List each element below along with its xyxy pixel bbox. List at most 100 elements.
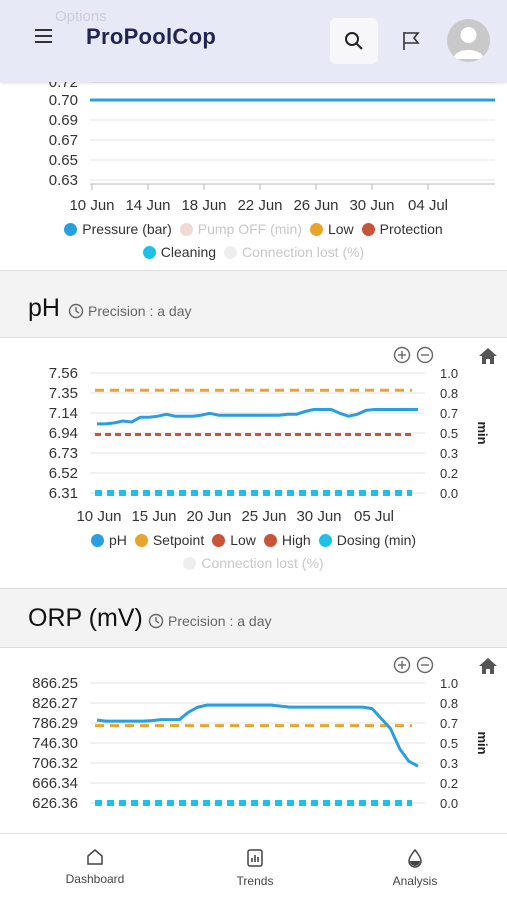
legend-dot [318, 534, 332, 547]
orp-precision: Precision : a day [148, 613, 272, 629]
orp-card: 866.25 1.0 826.27 0.8 786.29 0.7 746.30 0.5 706.… [0, 647, 507, 849]
reset-zoom-home-icon[interactable] [478, 347, 498, 365]
orp-zoom-controls [393, 656, 434, 674]
orp-chart: 866.25 1.0 826.27 0.8 786.29 0.7 746.30 0.5 706.… [32, 675, 490, 812]
legend-label: Cleaning [160, 244, 217, 260]
flag-icon [403, 32, 420, 50]
y2-tick-label: 0.7 [440, 406, 458, 421]
legend-label: Connection lost (%) [242, 244, 365, 260]
legend-label: Connection lost (%) [201, 555, 324, 571]
zoom-out-icon[interactable] [416, 656, 434, 674]
bottom-navigation: Dashboard Trends Analysis [0, 833, 507, 901]
nav-analysis-label: Analysis [392, 874, 438, 888]
x-tick-label: 18 Jun [181, 197, 226, 210]
home-icon [87, 849, 103, 865]
flag-button[interactable] [396, 26, 426, 56]
y2-tick-label: 0.3 [440, 756, 458, 771]
ph-precision: Precision : a day [68, 303, 192, 319]
zoom-in-icon[interactable] [393, 346, 411, 364]
legend-dot [263, 534, 277, 547]
legend-label: Protection [379, 221, 443, 237]
reset-zoom-home-icon[interactable] [478, 657, 498, 675]
ph-series-line [97, 408, 418, 426]
legend-item[interactable]: Protection [361, 219, 443, 240]
ph-card: 7.56 1.0 7.35 0.8 7.14 0.7 6.94 0.5 6.73 0.3 6.52 0… [0, 337, 507, 589]
y2-tick-label: 0.8 [440, 696, 458, 711]
legend-item[interactable]: Low [212, 530, 256, 551]
y-tick-label: 866.25 [32, 675, 78, 692]
y-tick-label: 7.35 [49, 385, 78, 402]
legend-item[interactable]: Pressure (bar) [64, 219, 172, 240]
legend-item[interactable]: Connection lost (%) [183, 553, 324, 574]
zoom-out-icon[interactable] [416, 346, 434, 364]
nav-dashboard[interactable]: Dashboard [45, 848, 145, 886]
ph-title: pH [28, 294, 60, 322]
y2-tick-label: 0.2 [440, 466, 458, 481]
x-tick-label: 20 Jun [186, 508, 231, 525]
legend-item[interactable]: pH [90, 530, 127, 551]
legend-dot [179, 223, 193, 236]
nav-trends[interactable]: Trends [205, 848, 305, 888]
x-tick-label: 05 Jul [354, 508, 394, 525]
y-tick-label: 6.94 [49, 425, 78, 442]
drop-icon [408, 848, 422, 868]
pressure-legend: Pressure (bar) Pump OFF (min) Low Protectio… [0, 219, 507, 265]
search-icon [345, 32, 363, 50]
legend-dot [64, 223, 78, 236]
legend-dot [183, 557, 197, 570]
y-tick-label: 0.67 [49, 132, 78, 149]
y2-tick-label: 0.3 [440, 446, 458, 461]
y-tick-label: 786.29 [32, 715, 78, 732]
nav-analysis[interactable]: Analysis [365, 848, 465, 888]
legend-item[interactable]: Low [309, 219, 354, 240]
y2-axis-title: min [475, 421, 490, 444]
x-tick-label: 15 Jun [131, 508, 176, 525]
x-tick-label: 30 Jun [349, 197, 394, 210]
y-tick-label: 0.65 [49, 152, 78, 169]
menu-icon[interactable] [35, 29, 52, 43]
y2-tick-label: 0.5 [440, 426, 458, 441]
y-tick-label: 746.30 [32, 735, 78, 752]
legend-dot [212, 534, 226, 547]
avatar[interactable] [447, 19, 490, 62]
user-icon [453, 27, 484, 59]
ph-zoom-controls [393, 346, 434, 364]
legend-item[interactable]: High [263, 530, 311, 551]
y2-tick-label: 0.0 [440, 796, 458, 811]
app-header: Options ProPoolCop [0, 0, 507, 82]
legend-item[interactable]: Setpoint [134, 530, 204, 551]
legend-label: Low [230, 532, 256, 548]
y2-tick-label: 0.2 [440, 776, 458, 791]
y2-tick-label: 0.7 [440, 716, 458, 731]
legend-label: High [281, 532, 311, 548]
y-tick-label: 666.34 [32, 775, 78, 792]
pressure-card: 0.72 0.70 0.69 0.67 0.65 0.63 10 Jun 14 Jun 18 J… [0, 60, 507, 271]
y-tick-label: 6.73 [49, 445, 78, 462]
legend-item[interactable]: Cleaning [142, 242, 217, 263]
y2-tick-label: 1.0 [440, 366, 458, 381]
legend-dot [361, 223, 375, 236]
brand-title: ProPoolCop [86, 24, 217, 49]
legend-dot [224, 246, 238, 259]
legend-item[interactable]: Connection lost (%) [224, 242, 364, 263]
legend-dot [90, 534, 104, 547]
y-tick-label: 6.31 [49, 485, 78, 502]
y-tick-label: 7.14 [49, 405, 78, 422]
y2-tick-label: 0.8 [440, 386, 458, 401]
search-button[interactable] [330, 18, 378, 64]
y2-tick-label: 1.0 [440, 676, 458, 691]
y-tick-label: 6.52 [49, 465, 78, 482]
legend-item[interactable]: Dosing (min) [318, 530, 416, 551]
nav-trends-label: Trends [236, 874, 274, 888]
legend-item[interactable]: Pump OFF (min) [179, 219, 302, 240]
x-tick-label: 25 Jun [241, 508, 286, 525]
ph-legend: pH Setpoint Low High Dosing (min) Connection … [0, 530, 507, 576]
y-tick-label: 0.70 [49, 92, 78, 109]
orp-precision-label: Precision : a day [168, 613, 272, 629]
trends-icon [247, 849, 263, 867]
x-tick-label: 04 Jul [408, 197, 448, 210]
zoom-in-icon[interactable] [393, 656, 411, 674]
ph-chart: 7.56 1.0 7.35 0.8 7.14 0.7 6.94 0.5 6.73 0.3 6.52 0… [49, 365, 490, 525]
y2-tick-label: 0.5 [440, 736, 458, 751]
x-tick-label: 14 Jun [125, 197, 170, 210]
